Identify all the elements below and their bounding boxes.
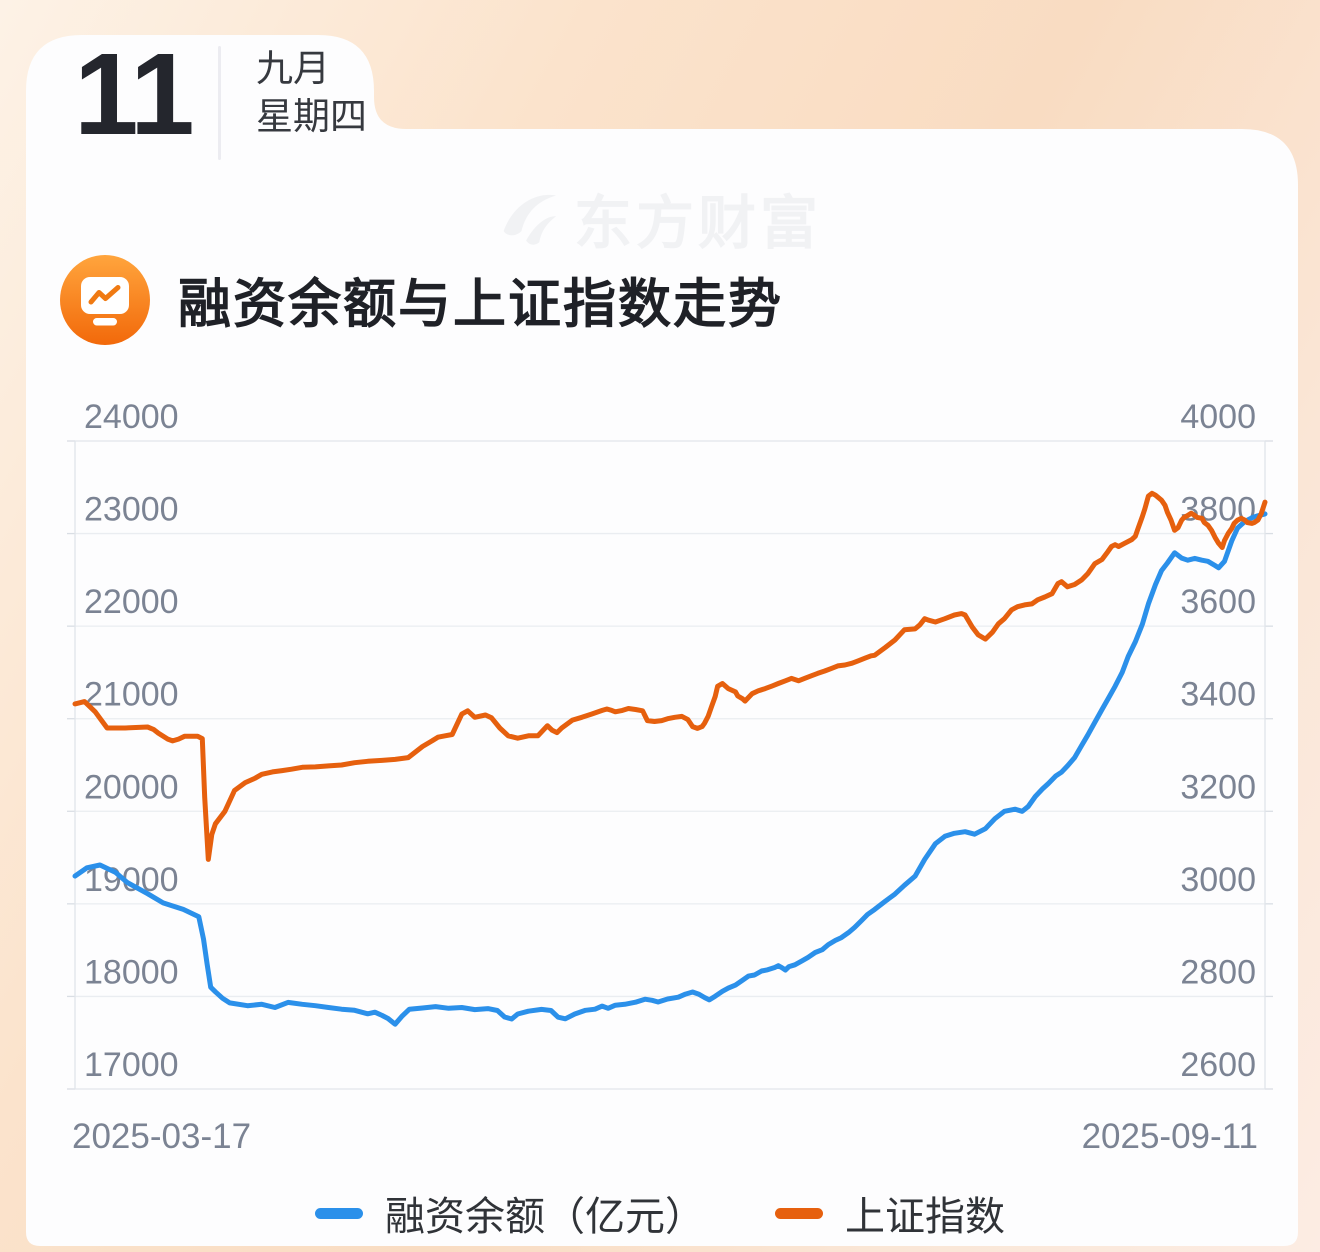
right-axis-label: 3000: [1180, 861, 1256, 899]
chart-legend: 融资余额（亿元） 上证指数: [0, 1184, 1320, 1242]
right-axis-label: 3400: [1180, 676, 1256, 714]
legend-label-sse-index: 上证指数: [845, 1195, 1005, 1239]
left-axis-label: 21000: [84, 676, 179, 714]
date-weekday: 星期四: [256, 96, 367, 137]
page-title: 融资余额与上证指数走势: [178, 275, 783, 334]
legend-item-financing-balance: 融资余额（亿元）: [315, 1184, 705, 1242]
left-axis-label: 17000: [84, 1046, 179, 1084]
right-axis-label: 4000: [1180, 398, 1256, 436]
series-line-financing-balance: [72, 511, 1268, 1027]
legend-label-financing-balance: 融资余额（亿元）: [385, 1195, 705, 1239]
right-axis-label: 2600: [1180, 1046, 1256, 1084]
legend-marker-financing-balance: [315, 1207, 363, 1219]
date-month-weekday: 九月 星期四: [256, 50, 367, 135]
x-axis-end-label: 2025-09-11: [1082, 1117, 1258, 1156]
date-day: 11: [74, 29, 195, 159]
legend-marker-sse-index: [775, 1207, 823, 1219]
left-axis-label: 22000: [84, 583, 179, 621]
x-axis-start-label: 2025-03-17: [72, 1117, 251, 1156]
chart-monitor-icon: [60, 255, 150, 345]
left-axis-label: 20000: [84, 768, 179, 806]
eastmoney-logo-icon: [503, 194, 557, 245]
right-axis-label: 3600: [1180, 583, 1256, 621]
date-divider: [218, 46, 221, 160]
left-axis-label: 24000: [84, 398, 179, 436]
date-month: 九月: [256, 48, 330, 89]
right-axis-label: 3200: [1180, 768, 1256, 806]
watermark: 东方财富: [0, 176, 1320, 260]
series-line-sse-index: [72, 490, 1268, 862]
right-axis-label: 2800: [1180, 953, 1256, 991]
legend-item-sse-index: 上证指数: [775, 1184, 1005, 1242]
title-row: 融资余额与上证指数走势: [60, 255, 783, 345]
left-axis-label: 23000: [84, 491, 179, 529]
watermark-text: 东方财富: [573, 191, 822, 256]
left-axis-label: 18000: [84, 953, 179, 991]
